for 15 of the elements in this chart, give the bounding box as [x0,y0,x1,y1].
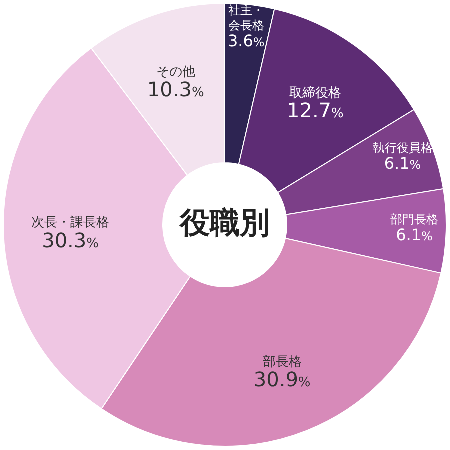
slice-label: 取締役格 [289,86,342,102]
slice-label: 部長格 [262,354,302,370]
data-label: 30.9% [254,367,311,392]
data-label: 12.7% [286,98,344,123]
data-label: 30.3% [42,228,99,252]
slice-label: 部門長格 [390,212,439,226]
slice-label: 次長・課長格 [32,216,110,231]
slice-label: 執行役員格 [372,141,433,156]
data-label: 3.6% [228,32,265,51]
data-label: 10.3% [147,78,204,102]
slice-label: 社主・会長格 [228,4,264,33]
data-label: 6.1% [384,154,422,174]
slice-label: その他 [156,64,196,80]
data-label: 6.1% [396,225,433,244]
text: 役職別 [179,206,270,241]
